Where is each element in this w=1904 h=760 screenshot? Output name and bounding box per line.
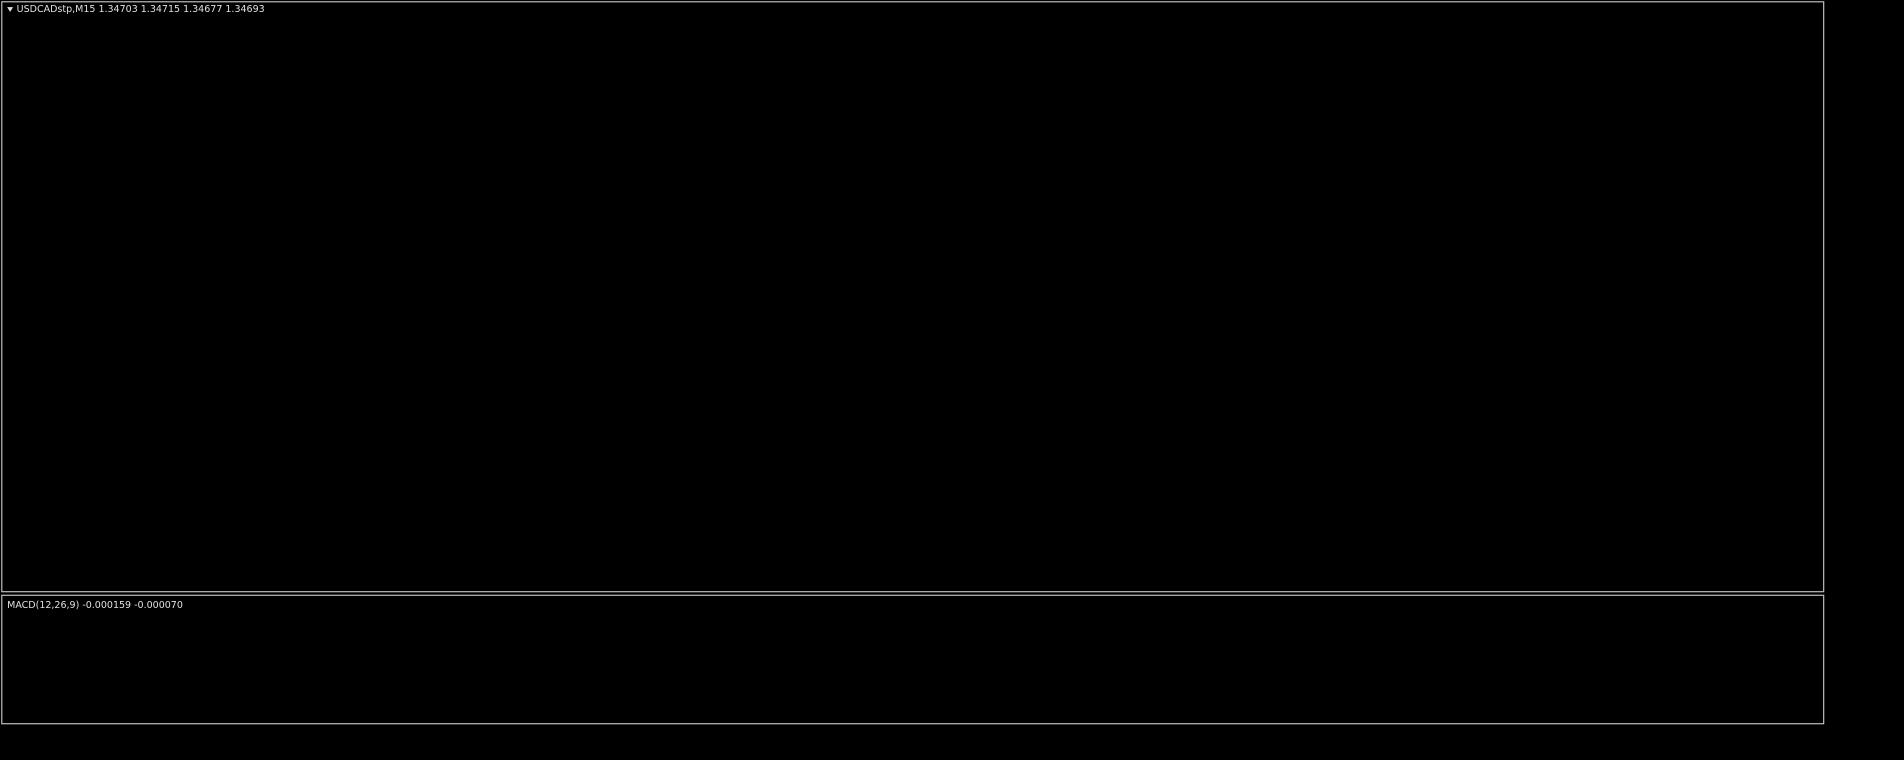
- chart-title: USDCADstp,M15 1.34703 1.34715 1.34677 1.…: [17, 4, 265, 15]
- macd-title: MACD(12,26,9) -0.000159 -0.000070: [7, 600, 183, 611]
- menu-arrow[interactable]: [7, 7, 14, 12]
- labels-layer: USDCADstp,M15 1.34703 1.34715 1.34677 1.…: [7, 4, 265, 611]
- macd-panel-frame: [1, 594, 1825, 725]
- main-panel-frame: [1, 1, 1825, 593]
